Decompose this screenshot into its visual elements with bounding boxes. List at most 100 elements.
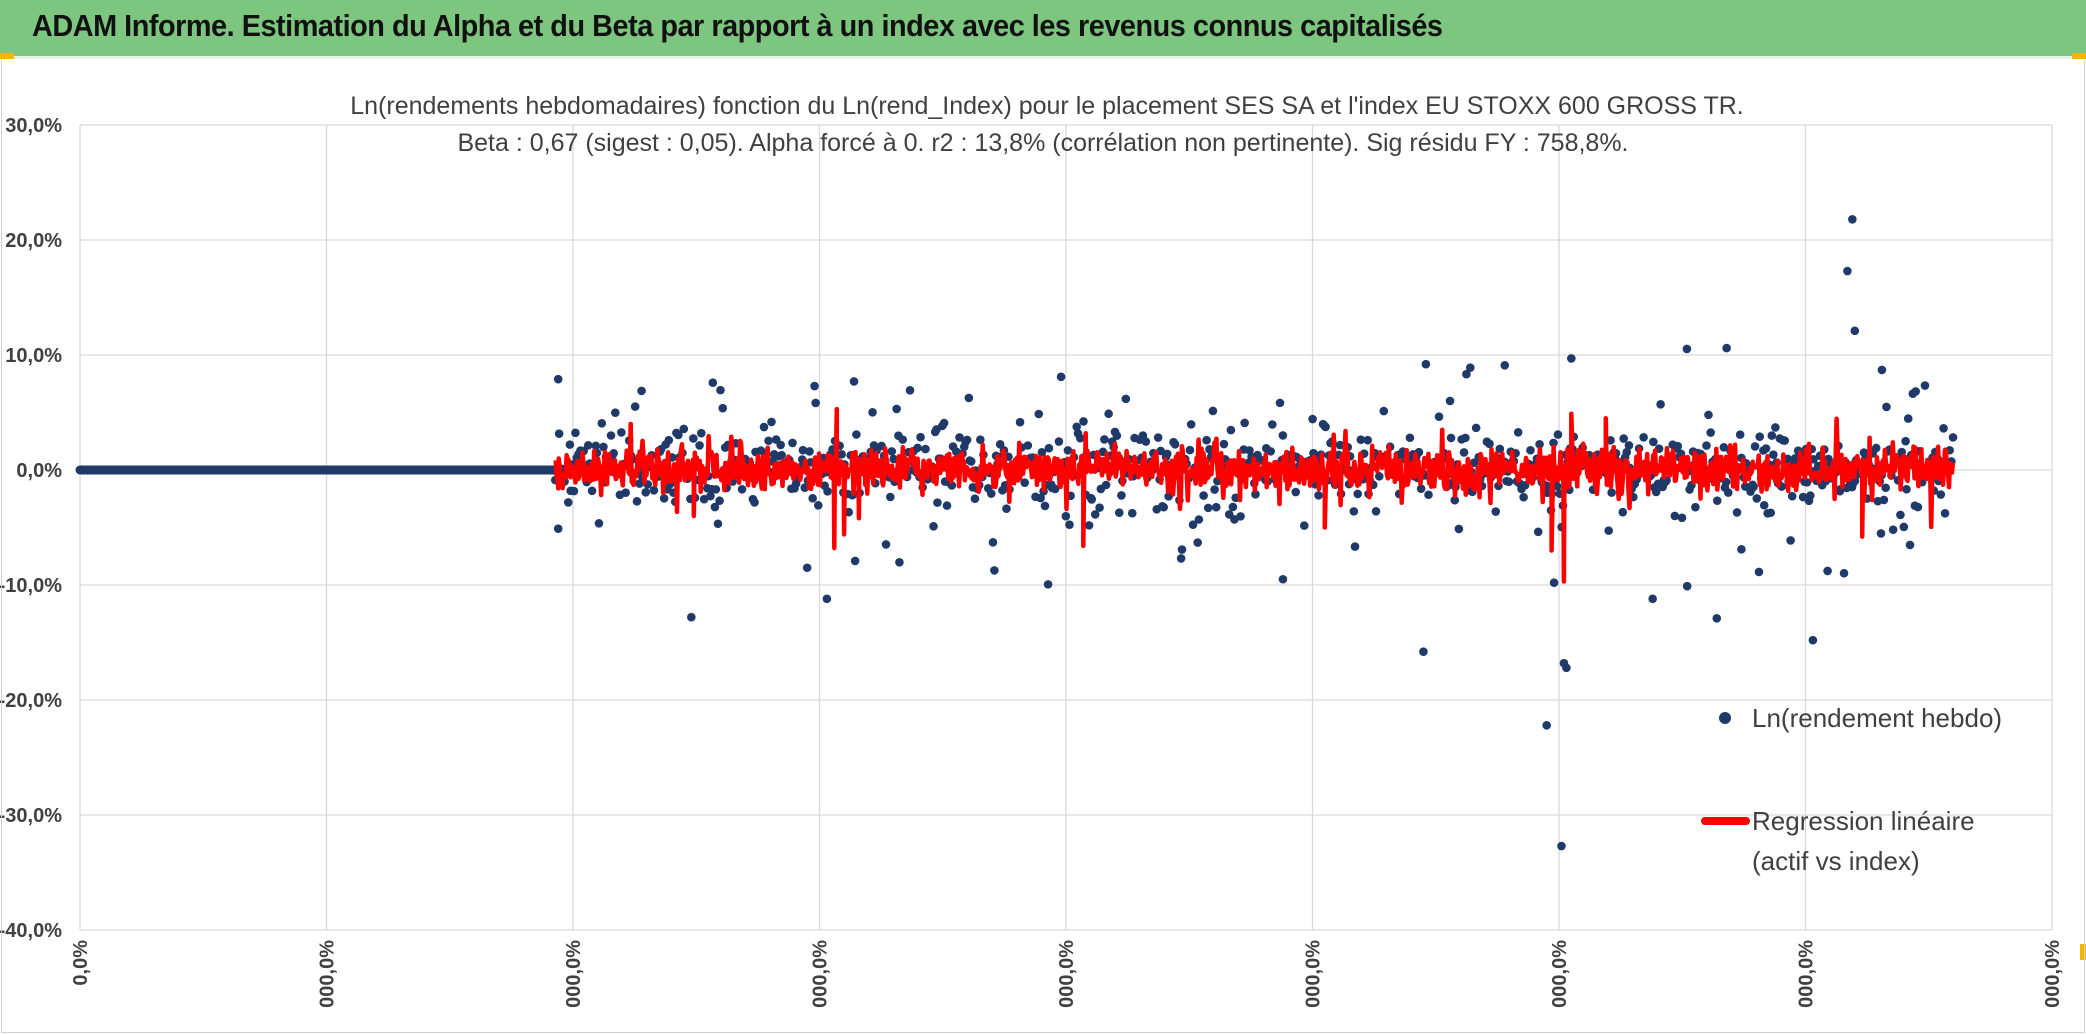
data-point xyxy=(1308,414,1317,424)
data-point xyxy=(1682,344,1692,354)
data-point xyxy=(711,485,721,494)
data-point xyxy=(609,448,618,458)
data-point xyxy=(813,501,823,510)
data-point xyxy=(1266,447,1276,456)
data-point xyxy=(1607,488,1616,497)
data-point xyxy=(1552,482,1562,491)
data-point xyxy=(699,494,709,504)
data-point xyxy=(990,566,999,575)
data-point xyxy=(1761,444,1771,453)
y-tick-label: 20,0% xyxy=(5,230,62,252)
data-point xyxy=(791,479,801,488)
data-point-outlier xyxy=(810,381,819,391)
data-point-outlier xyxy=(1465,363,1475,372)
data-point xyxy=(895,558,904,567)
data-point xyxy=(1162,449,1172,459)
data-point xyxy=(1462,369,1471,379)
scatter-chart: 30,0% 20,0% 10,0% 0,0% -10,0% -20,0% -30,0% -40… xyxy=(0,92,2064,1008)
data-point-outlier xyxy=(1562,663,1571,673)
data-point xyxy=(1754,567,1764,577)
data-point-outlier xyxy=(1500,361,1510,370)
data-point-outlier xyxy=(1278,574,1288,584)
data-point xyxy=(583,441,593,450)
data-point xyxy=(1185,445,1195,455)
data-point xyxy=(887,447,897,456)
data-point xyxy=(641,488,651,497)
data-point xyxy=(1750,442,1760,451)
data-point xyxy=(1535,439,1544,449)
data-point xyxy=(1471,423,1481,433)
data-point xyxy=(798,445,808,455)
data-point xyxy=(599,442,608,452)
x-tick-label: 000,0% xyxy=(1056,940,1078,1008)
x-tick-label: 000,0% xyxy=(1796,940,1818,1008)
data-point xyxy=(1702,441,1711,450)
chart-subtitle: Beta : 0,67 (sigest : 0,05). Alpha forcé… xyxy=(457,129,1628,157)
data-point-outlier xyxy=(1808,635,1818,645)
data-point xyxy=(1839,568,1849,578)
data-point xyxy=(737,484,747,494)
data-point-outlier xyxy=(553,374,563,384)
y-tick-label: 10,0% xyxy=(5,345,62,367)
data-point xyxy=(1871,443,1881,453)
data-point xyxy=(808,494,817,503)
data-point xyxy=(1639,433,1648,442)
data-point xyxy=(913,443,922,453)
data-point-outlier xyxy=(687,612,696,622)
data-point xyxy=(1911,387,1920,396)
data-point xyxy=(1199,491,1208,500)
data-point xyxy=(1787,491,1797,501)
data-point xyxy=(554,429,564,438)
data-point xyxy=(617,428,626,437)
data-point xyxy=(1275,398,1285,408)
data-point xyxy=(1649,437,1658,447)
data-point xyxy=(1619,434,1628,443)
data-point xyxy=(563,498,573,507)
data-point xyxy=(986,489,996,498)
data-point xyxy=(1072,422,1081,432)
data-point xyxy=(649,486,659,495)
data-point xyxy=(1371,506,1381,516)
chart-area: 30,0% 20,0% 10,0% 0,0% -10,0% -20,0% -30,0% -40… xyxy=(0,60,2086,1035)
data-point xyxy=(988,538,998,547)
regression-line xyxy=(553,406,1956,584)
data-point xyxy=(1226,425,1236,435)
data-point-outlier xyxy=(1848,215,1857,224)
data-point xyxy=(764,436,773,446)
data-point xyxy=(1205,445,1214,454)
data-point xyxy=(1424,490,1433,500)
data-point xyxy=(696,428,706,438)
data-point xyxy=(1495,444,1505,454)
data-point xyxy=(1604,526,1613,535)
data-point xyxy=(811,398,820,408)
x-tick-label: 000,0% xyxy=(1303,940,1325,1008)
data-point xyxy=(679,424,689,434)
data-point xyxy=(1445,396,1455,406)
data-point xyxy=(788,438,797,448)
data-point xyxy=(1759,500,1769,510)
data-point xyxy=(1002,504,1011,514)
data-point xyxy=(715,496,724,506)
data-point xyxy=(1228,502,1238,512)
data-point xyxy=(1079,417,1088,426)
data-point xyxy=(1240,418,1249,428)
data-point xyxy=(1899,522,1909,532)
data-point-outlier xyxy=(1648,594,1657,604)
data-point xyxy=(805,447,814,456)
data-point xyxy=(881,540,891,549)
data-point xyxy=(1755,432,1765,441)
data-point xyxy=(1624,441,1634,450)
corner-marker-top-left xyxy=(0,53,14,59)
data-point xyxy=(1940,508,1950,518)
data-point xyxy=(1176,554,1186,563)
data-point xyxy=(569,486,579,496)
data-point xyxy=(1859,448,1869,457)
data-point xyxy=(1719,443,1729,452)
data-point xyxy=(1101,480,1111,490)
data-point xyxy=(1063,446,1073,455)
data-point xyxy=(591,441,601,451)
data-point xyxy=(1504,477,1514,487)
y-tick-label: -40,0% xyxy=(0,920,62,942)
data-point xyxy=(1121,394,1131,404)
title-banner: ADAM Informe. Estimation du Alpha et du … xyxy=(0,0,2086,59)
